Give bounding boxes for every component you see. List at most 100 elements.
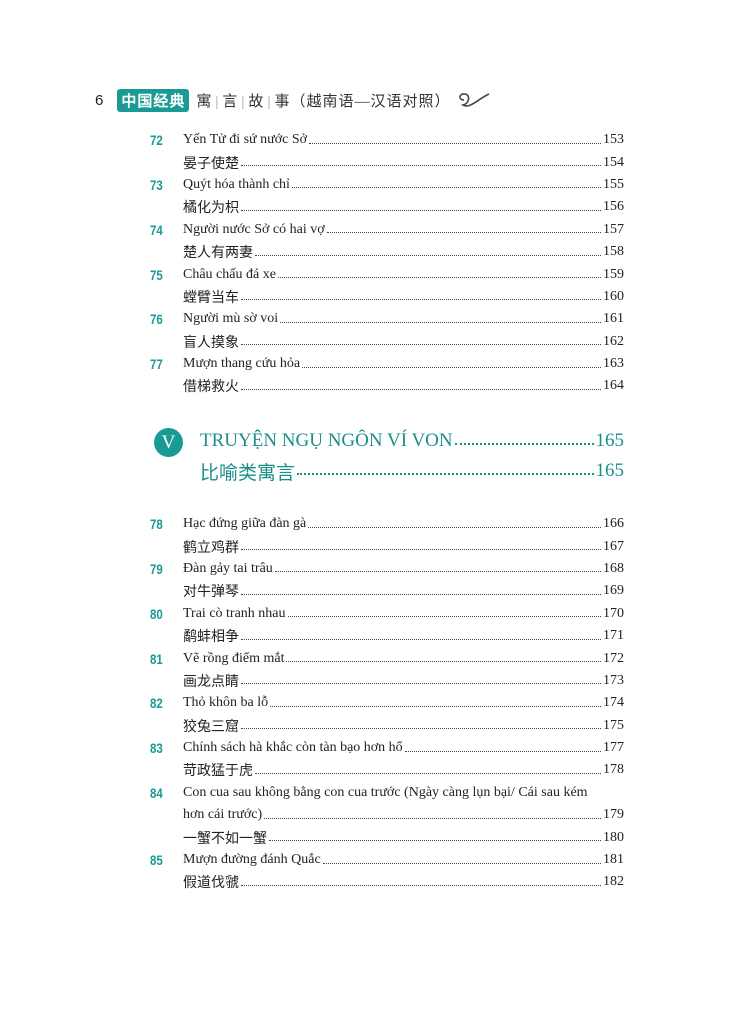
leader-dots (277, 277, 601, 279)
entry-title-vi: Châu chấu đá xe (183, 266, 276, 282)
entry-number: 83 (150, 740, 163, 757)
entry-number: 75 (150, 266, 163, 283)
entry-page: 172 (603, 650, 624, 666)
entry-title-zh: 对牛弹琴 (183, 585, 239, 601)
series-char: 言 (222, 93, 239, 110)
leader-dots (241, 728, 601, 730)
entry-title-vi: Mượn đường đánh Quắc (183, 852, 321, 868)
section-page: 165 (595, 460, 625, 481)
toc-entry-vi[interactable]: 78 Hạc đứng giữa đàn gà 166 (150, 513, 624, 535)
leader-dots (241, 593, 601, 595)
toc-entry-vi[interactable]: 85 Mượn đường đánh Quắc 181 (150, 849, 624, 871)
toc-entry-vi[interactable]: 82 Thỏ khôn ba lỗ 174 (150, 692, 624, 714)
toc-entry-zh[interactable]: 盲人摸象 162 (150, 331, 624, 353)
entry-title-zh: 画龙点睛 (183, 674, 239, 690)
entry-title-vi: Thỏ khôn ba lỗ (183, 695, 269, 711)
leader-dots (241, 299, 601, 301)
toc-entry-zh[interactable]: 楚人有两妻 158 (150, 241, 624, 263)
entry-title-zh: 狡兔三窟 (183, 719, 239, 735)
entry-page: 180 (603, 829, 624, 845)
entry-title-zh: 苛政猛于虎 (183, 764, 253, 780)
toc-entry-vi[interactable]: 76 Người mù sờ voi 161 (150, 308, 624, 330)
toc-entry-zh[interactable]: 假道伐虢 182 (150, 871, 624, 893)
leader-dots (404, 750, 601, 752)
entry-title-zh: 晏子使楚 (183, 156, 239, 172)
entry-title-vi: Mượn thang cứu hỏa (183, 356, 301, 372)
toc-entry-vi[interactable]: 75 Châu chấu đá xe 159 (150, 263, 624, 285)
section-title-vi: TRUYỆN NGỤ NGÔN VÍ VON (200, 430, 453, 451)
series-subtitle: （越南语—汉语对照） (290, 93, 451, 110)
entry-number: 77 (150, 356, 163, 373)
entry-page: 166 (603, 516, 624, 532)
section-title-zh-row[interactable]: 比喻类寓言 165 (200, 457, 624, 485)
leader-dots (280, 321, 601, 323)
toc-entry-zh[interactable]: 狡兔三窟 175 (150, 715, 624, 737)
section-page: 165 (595, 430, 625, 451)
leader-dots (270, 705, 601, 707)
toc-entry-vi[interactable]: 72 Yến Tử đi sứ nước Sở 153 (150, 129, 624, 151)
entry-title-vi: Chính sách hà khắc còn tàn bạo hơn hổ (183, 740, 403, 756)
entry-number: 80 (150, 605, 163, 622)
toc-entry-zh[interactable]: 苛政猛于虎 178 (150, 759, 624, 781)
toc-entry-vi[interactable]: 73 Quýt hóa thành chỉ 155 (150, 174, 624, 196)
entry-title-vi: Con cua sau không bằng con cua trước (Ng… (183, 784, 588, 800)
leader-dots (264, 817, 601, 819)
leader-dots (454, 443, 594, 445)
entry-number: 73 (150, 176, 163, 193)
entry-page: 178 (603, 762, 624, 778)
section-title-vi-row[interactable]: TRUYỆN NGỤ NGÔN VÍ VON 165 (200, 427, 624, 455)
toc-entry-vi[interactable]: 79 Đàn gảy tai trâu 168 (150, 558, 624, 580)
entry-page: 175 (603, 717, 624, 733)
entry-page: 169 (603, 583, 624, 599)
toc-entry-vi[interactable]: 81 Vẽ rồng điểm mắt 172 (150, 647, 624, 669)
entry-title-zh: 鹤立鸡群 (183, 540, 239, 556)
toc-entry-vi[interactable]: 80 Trai cò tranh nhau 170 (150, 603, 624, 625)
toc-entry-zh[interactable]: 一蟹不如一蟹 180 (150, 826, 624, 848)
leader-dots (287, 616, 601, 618)
entry-page: 177 (603, 740, 624, 756)
entry-title-zh: 鹬蚌相争 (183, 630, 239, 646)
toc-entry-zh[interactable]: 对牛弹琴 169 (150, 580, 624, 602)
toc-list-top: 72 Yến Tử đi sứ nước Sở 153 晏子使楚 154 73 Quýt h… (150, 129, 624, 398)
entry-title-vi: Người mù sờ voi (183, 311, 279, 327)
entry-page: 154 (603, 154, 624, 170)
toc-entry-vi[interactable]: 83 Chính sách hà khắc còn tàn bạo hơn hổ 1… (150, 737, 624, 759)
toc-entry-vi[interactable]: 74 Người nước Sở có hai vợ 157 (150, 219, 624, 241)
entry-number: 84 (150, 784, 163, 801)
toc-entry-zh[interactable]: 晏子使楚 154 (150, 151, 624, 173)
entry-title-zh: 橘化为枳 (183, 201, 239, 217)
entry-title-zh: 借梯救火 (183, 380, 239, 396)
toc-entry-zh[interactable]: 螳臂当车 160 (150, 286, 624, 308)
toc-entry-zh[interactable]: 借梯救火 164 (150, 375, 624, 397)
entry-page: 170 (603, 605, 624, 621)
toc-entry-zh[interactable]: 橘化为枳 156 (150, 196, 624, 218)
toc-entry-vi-continued[interactable]: hơn cái trước) 179 (150, 804, 624, 826)
toc-entry-zh[interactable]: 画龙点睛 173 (150, 670, 624, 692)
leader-dots (241, 165, 601, 167)
toc-entry-vi[interactable]: 84 Con cua sau không bằng con cua trước (… (150, 782, 624, 804)
entry-page: 179 (603, 807, 624, 823)
series-badge: 中国经典 (117, 88, 190, 112)
entry-page: 156 (603, 199, 624, 215)
entry-title-vi: Người nước Sở có hai vợ (183, 221, 325, 237)
entry-title-vi: Quýt hóa thành chỉ (183, 176, 290, 192)
leader-dots (286, 661, 601, 663)
toc-entry-zh[interactable]: 鹤立鸡群 167 (150, 535, 624, 557)
leader-dots (241, 884, 601, 886)
toc-entry-zh[interactable]: 鹬蚌相争 171 (150, 625, 624, 647)
toc-entry-vi[interactable]: 77 Mượn thang cứu hỏa 163 (150, 353, 624, 375)
entry-page: 181 (603, 852, 624, 868)
leader-dots (302, 366, 601, 368)
toc-list-bottom: 78 Hạc đứng giữa đàn gà 166 鹤立鸡群 167 79 Đàn gả… (150, 513, 624, 894)
leader-dots (274, 571, 601, 573)
leader-dots (291, 187, 601, 189)
entry-page: 167 (603, 538, 624, 554)
entry-number: 79 (150, 560, 163, 577)
entry-page: 153 (603, 132, 624, 148)
leader-dots (241, 388, 601, 390)
leader-dots (241, 683, 601, 685)
entry-page: 161 (603, 311, 624, 327)
leader-dots (326, 232, 601, 234)
entry-page: 182 (603, 874, 624, 890)
series-char: 寓 (196, 93, 213, 110)
